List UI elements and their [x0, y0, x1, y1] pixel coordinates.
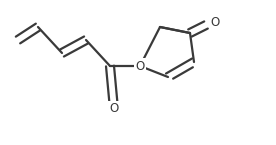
Text: O: O	[109, 103, 119, 116]
Text: O: O	[135, 59, 145, 72]
Text: O: O	[210, 16, 220, 29]
